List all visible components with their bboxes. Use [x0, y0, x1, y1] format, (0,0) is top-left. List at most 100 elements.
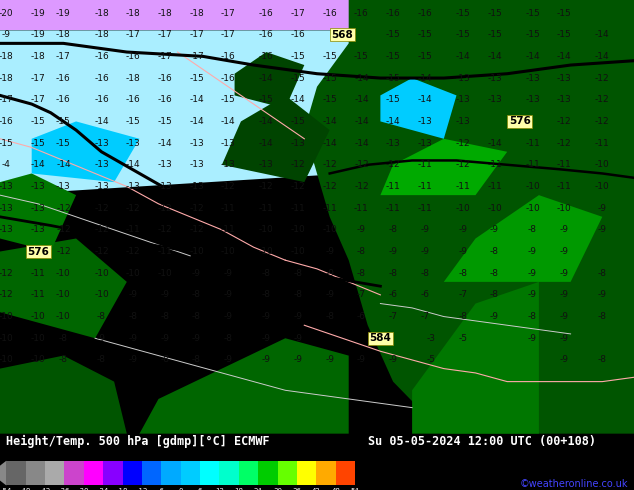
Text: -11: -11 [557, 160, 572, 169]
Text: -11: -11 [455, 182, 470, 191]
Text: -11: -11 [221, 204, 236, 213]
Text: -14: -14 [487, 139, 502, 147]
Text: -13: -13 [94, 182, 109, 191]
Text: -14: -14 [189, 117, 204, 126]
Text: -16: -16 [94, 52, 109, 61]
Text: -42: -42 [39, 488, 51, 490]
Text: -11: -11 [290, 204, 306, 213]
Text: -15: -15 [385, 52, 401, 61]
Text: Su 05-05-2024 12:00 UTC (00+108): Su 05-05-2024 12:00 UTC (00+108) [368, 435, 596, 448]
Text: -16: -16 [126, 52, 141, 61]
Text: -13: -13 [189, 160, 204, 169]
Text: -12: -12 [94, 204, 109, 213]
Text: -36: -36 [59, 488, 70, 490]
Text: -9: -9 [294, 355, 302, 365]
Text: -17: -17 [290, 8, 306, 18]
Text: -9: -9 [224, 291, 233, 299]
Text: -16: -16 [157, 95, 172, 104]
Text: -15: -15 [30, 117, 46, 126]
Text: -11: -11 [30, 291, 46, 299]
Text: -7: -7 [389, 312, 398, 321]
Text: -15: -15 [322, 95, 337, 104]
Text: -14: -14 [487, 52, 502, 61]
Text: -12: -12 [126, 204, 141, 213]
Text: -13: -13 [0, 204, 14, 213]
Text: -11: -11 [322, 204, 337, 213]
Text: -16: -16 [221, 52, 236, 61]
Text: -8: -8 [192, 291, 201, 299]
Text: -12: -12 [0, 291, 14, 299]
Text: -8: -8 [59, 355, 68, 365]
Text: -4: -4 [2, 160, 11, 169]
Text: 36: 36 [292, 488, 301, 490]
Text: -9: -9 [598, 225, 607, 234]
Text: -18: -18 [157, 8, 172, 18]
Polygon shape [380, 139, 507, 195]
Text: -8: -8 [294, 291, 302, 299]
Text: -16: -16 [0, 117, 14, 126]
Text: -16: -16 [385, 8, 401, 18]
Text: -9: -9 [262, 355, 271, 365]
Text: -8: -8 [192, 312, 201, 321]
Bar [142, 461, 161, 486]
Bar [26, 461, 45, 486]
Text: -54: -54 [1, 488, 12, 490]
Text: -9: -9 [560, 269, 569, 278]
Text: -13: -13 [525, 95, 540, 104]
Text: -14: -14 [259, 74, 274, 82]
Text: 0: 0 [178, 488, 183, 490]
Text: -12: -12 [385, 160, 401, 169]
Text: -5: -5 [427, 355, 436, 365]
Text: -10: -10 [30, 312, 46, 321]
Text: -12: -12 [94, 247, 109, 256]
Text: -15: -15 [487, 8, 502, 18]
Text: -13: -13 [525, 74, 540, 82]
Polygon shape [0, 30, 634, 195]
Text: -13: -13 [189, 182, 204, 191]
Text: -12: -12 [595, 117, 610, 126]
Text: -13: -13 [557, 74, 572, 82]
Text: -12: -12 [354, 182, 369, 191]
Text: -15: -15 [56, 117, 71, 126]
Text: -10: -10 [56, 312, 71, 321]
Text: -9: -9 [2, 30, 11, 39]
Text: -13: -13 [385, 139, 401, 147]
Text: -15: -15 [189, 74, 204, 82]
Text: -10: -10 [595, 182, 610, 191]
Text: -14: -14 [455, 52, 470, 61]
Text: -10: -10 [455, 204, 470, 213]
Text: -9: -9 [420, 225, 429, 234]
Text: ©weatheronline.co.uk: ©weatheronline.co.uk [520, 479, 628, 489]
Text: -18: -18 [126, 74, 141, 82]
Text: -10: -10 [56, 291, 71, 299]
Text: -10: -10 [557, 204, 572, 213]
Text: -9: -9 [528, 247, 537, 256]
Text: -13: -13 [221, 139, 236, 147]
Text: -9: -9 [357, 225, 366, 234]
Text: -18: -18 [189, 8, 204, 18]
Polygon shape [412, 282, 539, 434]
Text: -9: -9 [560, 334, 569, 343]
Text: -11: -11 [126, 225, 141, 234]
Text: -16: -16 [354, 8, 369, 18]
Text: -8: -8 [357, 269, 366, 278]
Text: -19: -19 [56, 8, 71, 18]
Text: -9: -9 [560, 312, 569, 321]
Text: -8: -8 [528, 312, 537, 321]
Text: -20: -20 [0, 8, 14, 18]
Text: -15: -15 [455, 8, 470, 18]
Text: -11: -11 [525, 139, 540, 147]
Bar [258, 461, 278, 486]
Text: -15: -15 [417, 52, 432, 61]
Text: -11: -11 [557, 182, 572, 191]
Text: -11: -11 [487, 182, 502, 191]
Text: -14: -14 [354, 74, 369, 82]
Text: -5: -5 [458, 334, 467, 343]
Text: -15: -15 [30, 139, 46, 147]
Text: -16: -16 [56, 74, 71, 82]
Text: -10: -10 [525, 204, 540, 213]
Text: -12: -12 [455, 139, 470, 147]
Text: -9: -9 [224, 312, 233, 321]
Text: -14: -14 [354, 117, 369, 126]
Text: -9: -9 [490, 225, 499, 234]
